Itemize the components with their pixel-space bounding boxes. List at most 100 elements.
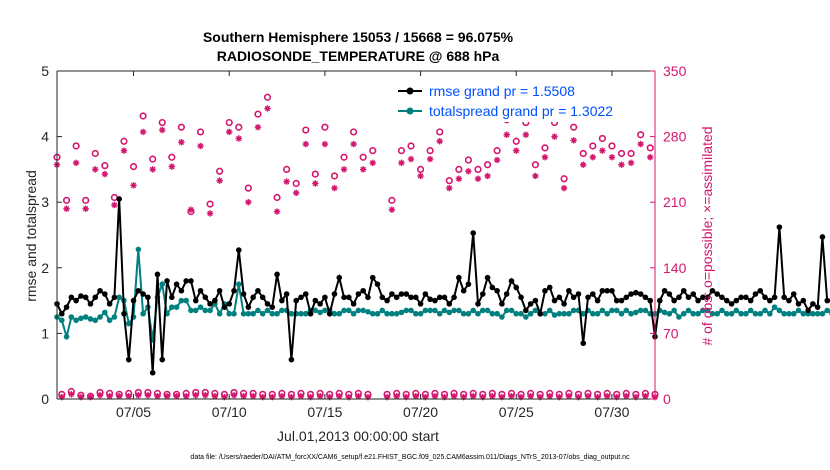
rmse-point [255,287,261,294]
totalspread-point [298,310,304,317]
obs-assimilated-point [278,392,286,400]
asterisk-stroke [121,147,127,154]
asterisk-stroke [169,163,175,170]
obs-assimilated-point [163,392,171,400]
obs-assimilated-point [173,392,180,400]
rmse-point [767,297,773,304]
obs-assimilated-point [206,210,214,217]
rmse-point [771,294,778,301]
rmse-point [350,301,357,307]
rmse-point [580,340,587,347]
obs-assimilated-point [627,159,635,167]
obs-assimilated-point [436,138,443,145]
rmse-point [513,284,520,291]
rmse-point [661,287,668,294]
rmse-point [551,297,558,304]
totalspread-point [250,310,256,317]
rmse-point [790,291,797,297]
obs-assimilated-point [565,392,573,400]
rmse-point [102,291,108,297]
rmse-point [666,291,673,297]
y-tick-label-right: 0 [663,391,671,407]
asterisk-stroke [637,141,644,147]
obs-assimilated-point [570,137,577,144]
obs-assimilated-point [96,392,104,399]
asterisk-stroke [126,393,132,399]
obs-assimilated-point [82,205,89,212]
obs-possible-point [579,149,587,158]
obs-assimilated-point [618,161,625,168]
x-tick-label: 07/10 [212,404,247,420]
obs-assimilated-point [101,170,109,178]
totalspread-point [776,307,783,314]
y-tick-label-left: 4 [41,129,49,145]
rmse-point [336,274,343,281]
obs-possible-point [101,162,109,170]
totalspread-point [609,307,615,314]
rmse-point [465,281,472,288]
totalspread-point [408,307,414,314]
totalspread-point [140,310,146,317]
totalspread-point [178,297,185,304]
totalspread-point [747,307,754,314]
totalspread-point [800,310,807,317]
totalspread-point [384,310,390,317]
asterisk-stroke [159,127,165,133]
totalspread-point [436,310,443,317]
totalspread-point [728,310,735,317]
rmse-point [231,287,237,294]
asterisk-stroke [570,137,577,144]
rmse-point [221,304,228,310]
rmse-point [546,284,553,291]
obs-assimilated-point [412,392,419,400]
obs-assimilated-point [293,189,300,197]
rmse-point [365,294,371,301]
rmse-point [384,297,390,304]
totalspread-point [451,307,457,314]
obs-assimilated-point [599,147,606,154]
totalspread-point [704,307,711,314]
totalspread-point [369,310,376,317]
rmse-point [355,291,362,297]
totalspread-point [259,310,266,317]
rmse-point [709,287,716,294]
rmse-point [298,294,304,301]
obs-possible-point [321,123,329,131]
totalspread-point [518,310,524,317]
obs-assimilated-point [283,178,290,185]
rmse-point [164,278,170,284]
totalspread-point [240,310,247,317]
totalspread-point [169,304,175,310]
asterisk-stroke [355,393,362,399]
legend-box [394,80,647,122]
rmse-point [422,291,429,297]
rmse-point [460,287,467,294]
asterisk-stroke [322,141,328,147]
totalspread-point [106,317,113,324]
rmse-point [427,296,433,303]
asterisk-stroke [264,105,271,112]
obs-assimilated-point [154,392,161,400]
totalspread-point [197,304,204,310]
rmse-point [68,294,75,301]
totalspread-point [82,314,89,320]
obs-assimilated-point [393,392,400,400]
obs-possible-point [455,165,463,173]
obs-assimilated-point [159,126,166,134]
asterisk-stroke [432,393,438,399]
totalspread-point [556,310,563,317]
totalspread-point [527,310,534,317]
totalspread-point [235,281,242,288]
rmse-point [637,291,644,297]
asterisk-stroke [317,393,323,399]
rmse-point [346,294,352,301]
totalspread-point [628,310,634,317]
totalspread-point [365,308,371,315]
totalspread-point [819,310,826,317]
totalspread-point [738,310,744,317]
rmse-point [245,304,252,310]
asterisk-stroke [470,393,476,399]
obs-possible-point [407,142,415,150]
rmse-point [106,301,113,307]
asterisk-stroke [580,161,586,168]
